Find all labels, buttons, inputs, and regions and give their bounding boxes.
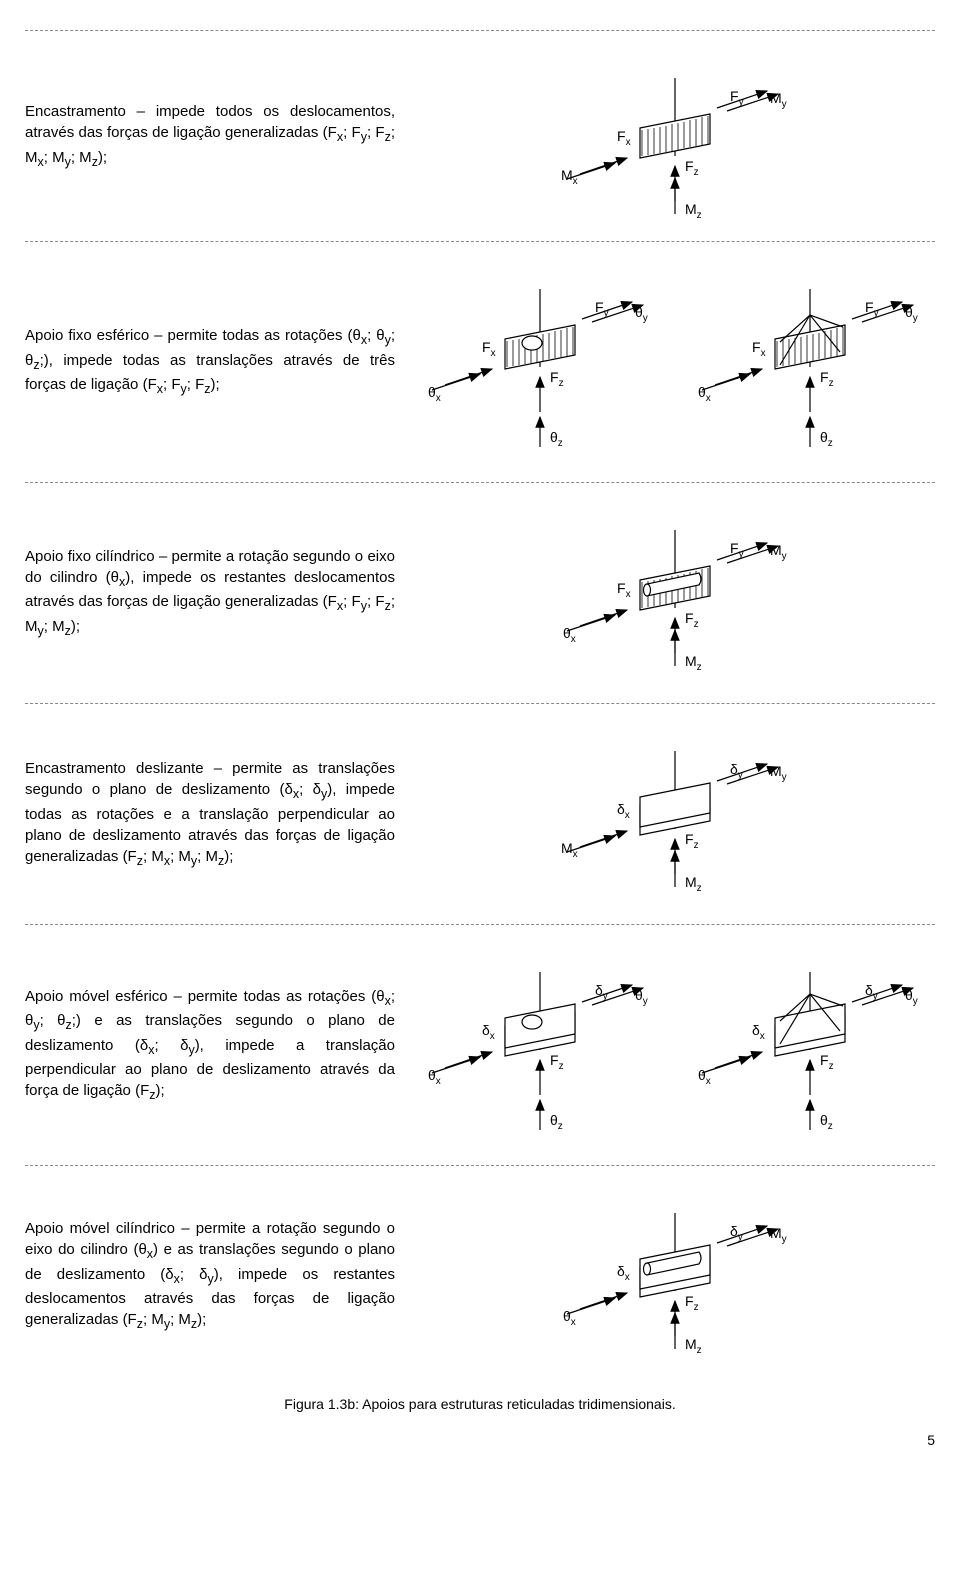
svg-text:Fy: Fy: [730, 88, 744, 108]
svg-text:Fz: Fz: [685, 831, 699, 851]
fig-r5: δx θx δy θy Fz θz δx θx δy θy Fz θz: [415, 945, 935, 1145]
row-apoio-movel-cilindrico: Apoio móvel cilíndrico – permite a rotaç…: [25, 1165, 935, 1386]
svg-text:Fy: Fy: [865, 299, 879, 319]
row-encastramento: Encastramento – impede todos os deslocam…: [25, 30, 935, 241]
fig-r1: Fx Mx Fy My Fz Mz: [415, 51, 935, 221]
svg-text:Fy: Fy: [595, 299, 609, 319]
svg-text:Fz: Fz: [820, 369, 834, 389]
svg-text:θx: θx: [428, 384, 441, 404]
row-apoio-movel-esferico: Apoio móvel esférico – permite todas as …: [25, 924, 935, 1165]
svg-text:Fx: Fx: [617, 128, 631, 148]
svg-text:δx: δx: [617, 1263, 630, 1283]
svg-text:Fz: Fz: [685, 1293, 699, 1313]
svg-text:θx: θx: [428, 1067, 441, 1087]
row-apoio-fixo-esferico: Apoio fixo esférico – permite todas as r…: [25, 241, 935, 482]
text-r4: Encastramento deslizante – permite as tr…: [25, 758, 405, 870]
svg-text:Fx: Fx: [482, 339, 496, 359]
svg-text:Fx: Fx: [752, 339, 766, 359]
svg-text:θy: θy: [635, 304, 648, 324]
svg-text:δy: δy: [865, 982, 878, 1002]
svg-text:θz: θz: [550, 429, 563, 449]
svg-text:θx: θx: [563, 625, 576, 645]
svg-text:Mz: Mz: [685, 201, 702, 221]
svg-text:θz: θz: [550, 1112, 563, 1132]
svg-text:Fz: Fz: [550, 369, 564, 389]
text-r3: Apoio fixo cilíndrico – permite a rotaçã…: [25, 546, 405, 641]
svg-text:δx: δx: [752, 1022, 765, 1042]
fig-r2: Fx θx Fy θy Fz θz Fx θx Fy θy Fz θz: [415, 262, 935, 462]
text-r6: Apoio móvel cilíndrico – permite a rotaç…: [25, 1218, 405, 1334]
svg-text:δy: δy: [730, 761, 743, 781]
svg-text:My: My: [770, 763, 787, 783]
svg-text:δy: δy: [595, 982, 608, 1002]
svg-text:Mz: Mz: [685, 874, 702, 894]
svg-text:Mz: Mz: [685, 653, 702, 673]
svg-text:δy: δy: [730, 1223, 743, 1243]
svg-text:Fz: Fz: [820, 1052, 834, 1072]
row-apoio-fixo-cilindrico: Apoio fixo cilíndrico – permite a rotaçã…: [25, 482, 935, 703]
fig-r4: δx Mx δy My Fz Mz: [415, 724, 935, 904]
svg-text:Mx: Mx: [561, 167, 578, 187]
svg-text:Fz: Fz: [685, 610, 699, 630]
svg-text:My: My: [770, 1225, 787, 1245]
svg-text:Mx: Mx: [561, 840, 578, 860]
svg-text:Mz: Mz: [685, 1336, 702, 1356]
text-r1: Encastramento – impede todos os deslocam…: [25, 101, 405, 171]
svg-text:θx: θx: [698, 1067, 711, 1087]
svg-text:My: My: [770, 90, 787, 110]
svg-text:θz: θz: [820, 1112, 833, 1132]
svg-text:Fz: Fz: [550, 1052, 564, 1072]
svg-text:My: My: [770, 542, 787, 562]
fig-r6: δx θx δy My Fz Mz: [415, 1186, 935, 1366]
text-r2: Apoio fixo esférico – permite todas as r…: [25, 325, 405, 399]
svg-text:θy: θy: [905, 304, 918, 324]
figure-caption: Figura 1.3b: Apoios para estruturas reti…: [25, 1386, 935, 1412]
row-encastramento-deslizante: Encastramento deslizante – permite as tr…: [25, 703, 935, 924]
svg-text:θy: θy: [905, 987, 918, 1007]
fig-r3: Fx θx Fy My Fz Mz: [415, 503, 935, 683]
svg-text:δx: δx: [617, 801, 630, 821]
svg-text:Fy: Fy: [730, 540, 744, 560]
svg-text:δx: δx: [482, 1022, 495, 1042]
svg-text:θx: θx: [563, 1308, 576, 1328]
text-r5: Apoio móvel esférico – permite todas as …: [25, 986, 405, 1105]
svg-text:θx: θx: [698, 384, 711, 404]
page-number: 5: [25, 1412, 935, 1448]
svg-text:θz: θz: [820, 429, 833, 449]
svg-text:Fx: Fx: [617, 580, 631, 600]
svg-text:θy: θy: [635, 987, 648, 1007]
svg-text:Fz: Fz: [685, 158, 699, 178]
